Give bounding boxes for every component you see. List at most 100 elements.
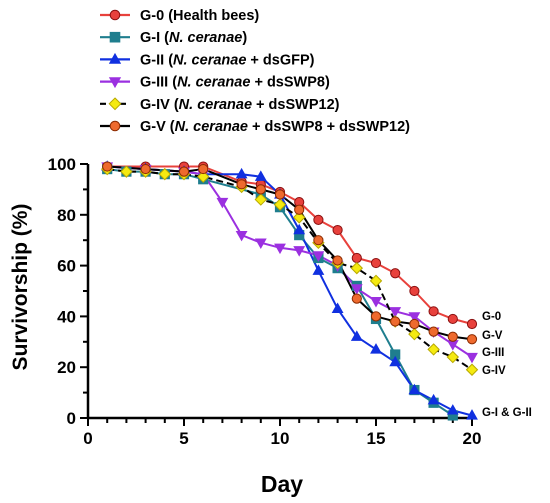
data-point — [350, 261, 364, 275]
data-point — [446, 350, 460, 364]
data-point — [427, 343, 440, 356]
data-point — [292, 211, 306, 224]
data-point — [235, 167, 248, 179]
legend-label: G-0 (Health bees) — [140, 8, 259, 24]
legend-marker — [109, 9, 121, 21]
y-tick-label: 100 — [48, 155, 76, 174]
series-end-label: G-I & G-II — [482, 407, 532, 419]
data-point — [331, 302, 344, 313]
data-point — [350, 284, 363, 295]
x-tick-label: 15 — [367, 429, 386, 448]
data-point — [447, 331, 458, 342]
data-point — [351, 252, 362, 264]
x-tick-label: 20 — [463, 429, 482, 448]
x-tick-label: 10 — [271, 429, 290, 448]
data-point — [274, 189, 286, 200]
legend-item: G-I (N. ceranae) — [100, 30, 247, 46]
series-markers — [100, 160, 479, 421]
data-point — [198, 163, 209, 175]
legend-marker — [108, 52, 122, 64]
y-tick-label: 60 — [57, 257, 76, 276]
data-point — [235, 230, 248, 242]
legend-label: G-I (N. ceranae) — [140, 30, 247, 46]
x-axis-title: Day — [261, 471, 303, 497]
data-point — [254, 193, 268, 206]
data-point — [466, 409, 478, 420]
legend-item: G-0 (Health bees) — [100, 8, 259, 24]
data-point — [370, 257, 382, 269]
data-point — [255, 184, 266, 195]
series-end-label: G-IV — [482, 365, 506, 377]
data-point — [466, 334, 478, 345]
y-tick-label: 20 — [57, 358, 76, 377]
data-point — [216, 197, 229, 209]
data-point — [390, 316, 401, 327]
data-point — [370, 343, 382, 354]
data-point — [351, 293, 362, 304]
data-point — [465, 363, 479, 376]
data-point — [446, 404, 459, 415]
x-axis: 0 5 10 15 20 — [83, 416, 482, 448]
data-point — [313, 235, 324, 246]
legend-label: G-II (N. ceranae + dsGFP) — [140, 52, 315, 68]
data-point — [140, 163, 151, 175]
legend-marker — [109, 31, 121, 43]
x-tick-label: 5 — [179, 429, 188, 448]
data-point — [350, 330, 363, 341]
data-point — [332, 255, 343, 266]
data-point — [274, 243, 286, 255]
data-point — [390, 268, 401, 279]
data-point — [446, 340, 459, 351]
data-point — [408, 327, 421, 341]
data-point — [389, 307, 402, 318]
legend-marker — [109, 120, 121, 132]
data-point — [427, 393, 440, 405]
data-point — [447, 313, 458, 325]
series-end-label: G-III — [482, 347, 504, 359]
y-tick-label: 40 — [57, 307, 76, 326]
y-tick-label: 80 — [57, 206, 76, 225]
data-point — [370, 296, 382, 308]
legend-marker — [108, 97, 122, 111]
end-labels: G-0 G-I & G-II G-III G-IV G-V — [482, 311, 532, 419]
legend-item: G-III (N. ceranae + dsSWP8) — [100, 75, 330, 91]
data-point — [102, 161, 113, 172]
data-point — [466, 352, 478, 364]
data-point — [466, 318, 478, 330]
legend-label: G-IV (N. ceranae + dsSWP12) — [140, 97, 340, 113]
legend-marker — [108, 77, 122, 89]
data-point — [120, 165, 133, 178]
y-axis-title: Survivorship (%) — [9, 204, 32, 371]
x-tick-label: 0 — [83, 429, 92, 448]
legend: G-0 (Health bees) G-I (N. ceranae) G-II (N… — [100, 8, 410, 135]
legend-label: G-V (N. ceranae + dsSWP8 + dsSWP12) — [140, 119, 410, 135]
data-point — [369, 274, 383, 288]
data-point — [408, 383, 421, 395]
data-point — [389, 355, 402, 367]
data-point — [293, 223, 306, 235]
series-line — [107, 165, 473, 358]
legend-label: G-III (N. ceranae + dsSWP8) — [140, 75, 330, 91]
data-point — [312, 264, 325, 275]
data-point — [254, 170, 267, 181]
data-point — [313, 214, 324, 225]
y-axis: 0 20 40 60 80 100 — [48, 155, 90, 428]
data-point — [428, 306, 439, 317]
data-point — [254, 238, 267, 250]
data-point — [196, 170, 210, 183]
data-point — [293, 246, 306, 257]
data-point — [273, 198, 287, 211]
data-point — [370, 311, 382, 322]
series-end-label: G-0 — [482, 311, 501, 323]
series-end-label: G-V — [482, 330, 503, 342]
data-point — [236, 179, 247, 190]
series-line — [107, 168, 473, 371]
data-point — [294, 204, 305, 215]
legend-item: G-II (N. ceranae + dsGFP) — [100, 52, 315, 68]
data-point — [428, 326, 439, 337]
data-point — [409, 285, 420, 297]
y-tick-label: 0 — [67, 409, 76, 428]
data-point — [178, 166, 190, 177]
data-point — [312, 251, 325, 262]
